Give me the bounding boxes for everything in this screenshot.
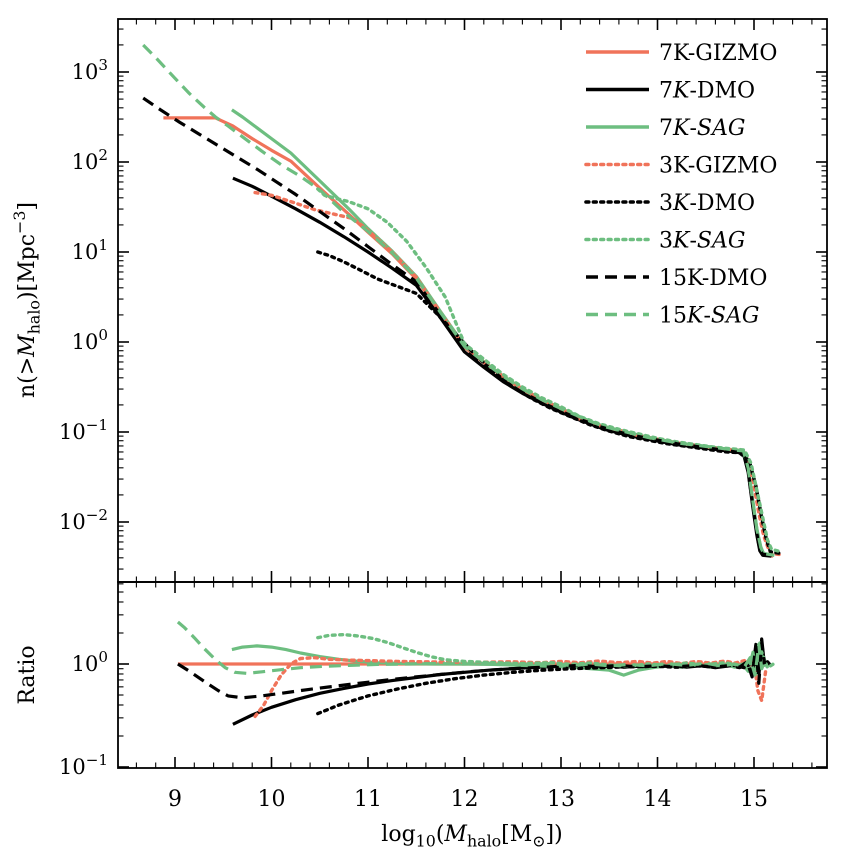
legend-item-15K-SAG: 15K-SAG [586, 304, 759, 329]
legend-item-7K-GIZMO: 7K-GIZMO [586, 41, 777, 66]
series-3K-DMO-main [316, 250, 783, 556]
y-tick-label-1e2: 102 [72, 146, 108, 174]
x-tick-label-11: 11 [354, 787, 382, 812]
y-tick-label-1e1: 101 [72, 236, 108, 264]
y-tick-labels-main: 103 102 101 100 10−1 10−2 [59, 56, 108, 534]
y-ticks-ratio [118, 583, 827, 768]
x-tick-label-13: 13 [547, 787, 575, 812]
series-15K-SAG-ratio [176, 620, 767, 677]
y-tick-labels-ratio: 100 10−1 [59, 648, 108, 779]
legend-label-7K-SAG: 7K-SAG [659, 116, 745, 141]
x-ticks [135, 19, 813, 768]
series-3K-DMO-ratio [316, 658, 774, 716]
series-ratio [176, 620, 775, 726]
x-tick-labels: 9 10 11 12 13 14 15 [168, 787, 768, 812]
x-tick-label-15: 15 [740, 787, 768, 812]
legend-item-3K-GIZMO: 3K-GIZMO [584, 154, 777, 179]
legend-item-7K-DMO: 7K-DMO [586, 79, 755, 104]
y-tick-label-1e0: 100 [72, 326, 108, 354]
x-tick-label-12: 12 [451, 787, 479, 812]
legend-label-3K-GIZMO: 3K-GIZMO [659, 154, 777, 179]
legend-label-3K-DMO: 3K-DMO [659, 191, 755, 216]
y-tick-label-ratio-1e-1: 10−1 [59, 751, 108, 779]
axis-labels: log10(Mhalo[M⊙]) n(>Mhalo)[Mpc−3] Ratio [10, 202, 563, 851]
legend-item-15K-DMO: 15K-DMO [586, 266, 767, 291]
legend: 7K-GIZMO 7K-DMO 7K-SAG 3K-GIZMO 3K-DMO 3K-SAG… [584, 41, 777, 329]
y-ticks-main [118, 28, 827, 570]
x-tick-label-14: 14 [644, 787, 672, 812]
series-main [142, 43, 783, 558]
y-tick-label-ratio-1e0: 100 [72, 648, 108, 676]
axes-spines [117, 18, 828, 769]
legend-item-3K-SAG: 3K-SAG [584, 229, 745, 254]
y-axis-label-main: n(>Mhalo)[Mpc−3] [10, 202, 44, 398]
series-15K-DMO-ratio [177, 641, 767, 700]
legend-label-7K-DMO: 7K-DMO [659, 79, 755, 104]
legend-item-7K-SAG: 7K-SAG [586, 116, 745, 141]
x-tick-label-9: 9 [168, 787, 182, 812]
legend-label-7K-GIZMO: 7K-GIZMO [659, 41, 777, 66]
legend-label-15K-DMO: 15K-DMO [659, 266, 767, 291]
series-15K-DMO-main [142, 96, 773, 557]
y-tick-label-1e3: 103 [72, 56, 108, 84]
y-tick-label-1e-1: 10−1 [59, 416, 108, 444]
y-axis-label-ratio: Ratio [15, 645, 40, 704]
x-axis-label: log10(Mhalo[M⊙]) [381, 822, 562, 851]
legend-label-15K-SAG: 15K-SAG [659, 304, 759, 329]
y-tick-label-1e-2: 10−2 [59, 506, 108, 534]
series-3K-GIZMO-ratio [253, 656, 768, 719]
legend-label-3K-SAG: 3K-SAG [659, 229, 745, 254]
legend-item-3K-DMO: 3K-DMO [584, 191, 755, 216]
x-tick-label-10: 10 [258, 787, 286, 812]
